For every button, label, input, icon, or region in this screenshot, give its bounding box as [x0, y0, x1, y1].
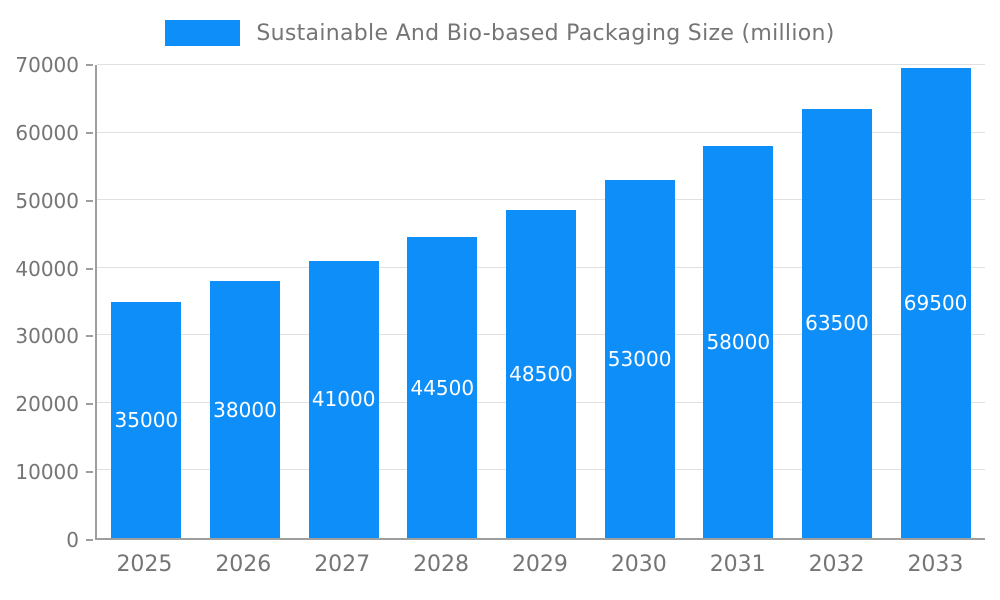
y-tick-label: 60000: [15, 120, 79, 145]
bar-value-label: 58000: [706, 330, 771, 355]
y-tick-label: 10000: [15, 460, 79, 485]
x-tick-label: 2026: [215, 552, 272, 577]
y-tick-label: 30000: [15, 324, 79, 349]
bar: 69500: [900, 68, 971, 538]
y-tick-label: 70000: [15, 53, 79, 77]
chart-legend[interactable]: Sustainable And Bio-based Packaging Size…: [0, 16, 1000, 50]
x-tick-label: 2029: [511, 552, 568, 577]
bar: 48500: [505, 210, 576, 538]
x-tick-label: 2032: [808, 552, 865, 577]
chart-title: Sustainable And Bio-based Packaging Size…: [256, 20, 835, 46]
x-tick-label: 2031: [709, 552, 766, 577]
y-tick-mark: [86, 199, 93, 202]
bar-value-label: 41000: [311, 387, 376, 412]
bar-value-label: 48500: [509, 362, 573, 387]
y-tick-label: 20000: [15, 392, 79, 417]
bar: 41000: [308, 260, 379, 538]
bar-value-label: 63500: [805, 311, 869, 336]
y-tick-label: 40000: [15, 256, 79, 281]
x-axis: 2025 2026 2027 2028 2029 2030 2031 2032 2033: [95, 552, 985, 577]
x-tick-label: 2028: [413, 552, 470, 577]
y-tick-mark: [86, 131, 93, 134]
legend-swatch: [165, 20, 241, 46]
gridline: [97, 199, 985, 201]
bar: 44500: [407, 237, 478, 538]
bars-group: 35000 38000 41000 44500 48500 53000 58000 63500…: [97, 65, 985, 538]
bar-value-label: 69500: [903, 291, 968, 316]
y-tick-label: 0: [66, 528, 79, 552]
y-tick-mark: [86, 64, 93, 66]
y-tick-mark: [86, 539, 93, 541]
bar: 38000: [209, 281, 280, 538]
bar-value-label: 38000: [213, 397, 277, 422]
y-tick-mark: [86, 335, 93, 338]
x-tick-label: 2027: [314, 552, 371, 577]
y-tick-mark: [86, 403, 93, 406]
gridline: [97, 64, 985, 65]
bar: 63500: [801, 108, 872, 538]
y-tick-mark: [86, 267, 93, 270]
x-tick-label: 2033: [907, 552, 964, 577]
bar: 35000: [111, 301, 182, 538]
y-tick-label: 50000: [15, 188, 79, 213]
bar: 58000: [703, 146, 774, 538]
bar: 53000: [604, 179, 675, 538]
bar-value-label: 44500: [410, 375, 475, 400]
plot-area: 35000 38000 41000 44500 48500 53000 58000 63500…: [95, 64, 985, 540]
x-tick-label: 2025: [116, 552, 173, 577]
x-tick-label: 2030: [610, 552, 667, 577]
y-tick-mark: [86, 471, 93, 474]
gridline: [97, 131, 985, 133]
y-axis: 0 10000 20000 30000 40000 50000 60000 70000: [0, 53, 93, 552]
bar-value-label: 53000: [607, 346, 672, 371]
bar-value-label: 35000: [114, 407, 179, 432]
